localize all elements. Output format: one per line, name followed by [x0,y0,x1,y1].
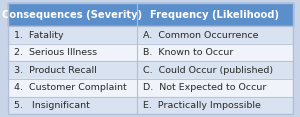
Text: 4.  Customer Complaint: 4. Customer Complaint [14,83,127,92]
Text: Consequences (Severity): Consequences (Severity) [2,10,142,20]
Text: 1.  Fatality: 1. Fatality [14,31,64,40]
Bar [8,26,292,44]
Bar [8,97,292,114]
Text: Frequency (Likelihood): Frequency (Likelihood) [150,10,279,20]
Bar [8,44,292,61]
Text: 2.  Serious Illness: 2. Serious Illness [14,48,97,57]
Text: E.  Practically Impossible: E. Practically Impossible [143,101,261,110]
Text: B.  Known to Occur: B. Known to Occur [143,48,233,57]
Text: 5.   Insignificant: 5. Insignificant [14,101,90,110]
Text: D.  Not Expected to Occur: D. Not Expected to Occur [143,83,266,92]
Text: C.  Could Occur (published): C. Could Occur (published) [143,66,273,75]
Text: 3.  Product Recall: 3. Product Recall [14,66,97,75]
Bar [8,61,292,79]
Bar [8,3,292,26]
Bar [8,79,292,97]
Text: A.  Common Occurrence: A. Common Occurrence [143,31,259,40]
